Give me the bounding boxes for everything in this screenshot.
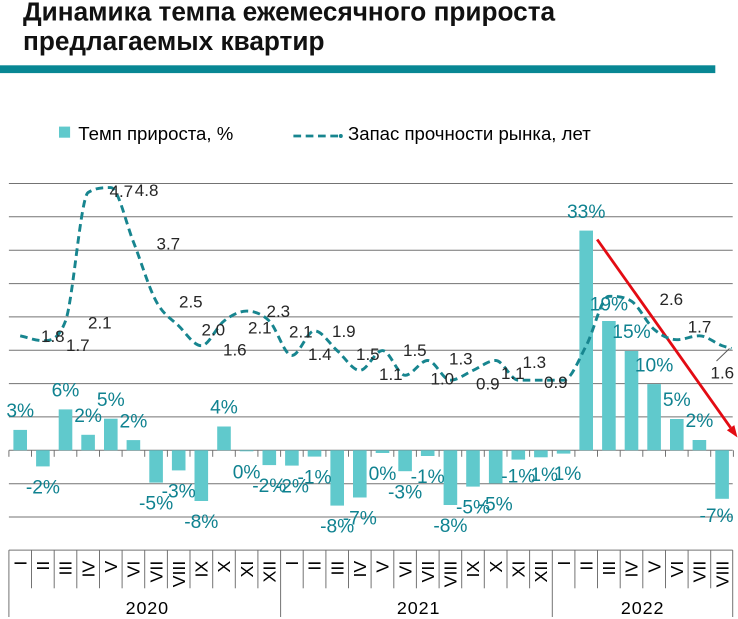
svg-text:-1%: -1% (501, 467, 535, 488)
svg-text:1.9: 1.9 (332, 322, 356, 341)
svg-text:0.9: 0.9 (544, 373, 568, 392)
svg-text:-7%: -7% (699, 506, 733, 527)
svg-text:X: X (486, 561, 506, 573)
svg-text:2.5: 2.5 (179, 293, 203, 312)
svg-text:XI: XI (509, 561, 529, 578)
svg-text:Запас прочности рынка, лет: Запас прочности рынка, лет (348, 123, 591, 144)
svg-text:2022: 2022 (621, 598, 664, 618)
svg-text:2.0: 2.0 (202, 321, 226, 340)
svg-text:I: I (554, 561, 574, 566)
svg-text:0%: 0% (233, 462, 261, 483)
svg-text:2021: 2021 (397, 598, 440, 618)
svg-text:4%: 4% (210, 398, 238, 419)
svg-text:-2%: -2% (275, 477, 309, 498)
svg-text:-1%: -1% (297, 468, 331, 489)
svg-text:IX: IX (463, 561, 483, 578)
svg-text:-8%: -8% (320, 517, 354, 538)
svg-text:II: II (305, 561, 325, 571)
svg-text:-1%: -1% (411, 467, 445, 488)
svg-text:-2%: -2% (26, 478, 60, 499)
svg-text:IV: IV (350, 561, 370, 578)
svg-text:-3%: -3% (388, 482, 422, 503)
svg-text:VI: VI (124, 561, 144, 578)
svg-text:IV: IV (78, 561, 98, 578)
svg-text:1.5: 1.5 (403, 341, 427, 360)
svg-text:1.3: 1.3 (523, 353, 547, 372)
svg-text:1.7: 1.7 (66, 336, 90, 355)
svg-text:VII: VII (418, 561, 438, 583)
svg-text:-5%: -5% (456, 498, 490, 519)
svg-text:0%: 0% (369, 464, 397, 485)
svg-text:19%: 19% (590, 295, 628, 316)
svg-text:2%: 2% (120, 411, 148, 432)
svg-text:4.8: 4.8 (135, 181, 159, 200)
svg-text:3%: 3% (6, 401, 34, 422)
svg-text:-5%: -5% (479, 495, 513, 516)
svg-text:1.6: 1.6 (711, 364, 735, 383)
svg-text:-8%: -8% (184, 512, 218, 533)
svg-text:1%: 1% (554, 464, 582, 485)
svg-text:V: V (101, 561, 121, 573)
svg-text:5%: 5% (663, 390, 691, 411)
svg-text:1.1: 1.1 (379, 365, 403, 384)
svg-text:XI: XI (237, 561, 257, 578)
svg-text:3.7: 3.7 (157, 235, 181, 254)
svg-text:X: X (214, 561, 234, 573)
svg-text:15%: 15% (612, 322, 650, 343)
svg-text:1.1: 1.1 (501, 364, 525, 383)
svg-text:0.9: 0.9 (476, 375, 500, 394)
svg-text:-8%: -8% (433, 516, 467, 537)
svg-text:1.6: 1.6 (223, 341, 247, 360)
svg-text:XII: XII (260, 561, 280, 583)
svg-text:III: III (56, 561, 76, 576)
svg-text:1.8: 1.8 (41, 327, 65, 346)
svg-text:VIII: VIII (169, 561, 189, 588)
svg-text:2.1: 2.1 (248, 319, 272, 338)
svg-text:Динамика темпа ежемесячного пр: Динамика темпа ежемесячного прироста (23, 0, 556, 26)
svg-text:II: II (33, 561, 53, 571)
svg-text:VI: VI (395, 561, 415, 578)
svg-text:II: II (576, 561, 596, 571)
svg-text:VII: VII (690, 561, 710, 583)
svg-text:4.7: 4.7 (110, 182, 134, 201)
svg-text:XII: XII (531, 561, 551, 583)
svg-text:1.0: 1.0 (431, 370, 455, 389)
svg-text:I: I (10, 561, 30, 566)
svg-text:III: III (327, 561, 347, 576)
svg-text:1.4: 1.4 (308, 345, 332, 364)
svg-text:III: III (599, 561, 619, 576)
svg-text:2.6: 2.6 (660, 290, 684, 309)
svg-text:2.3: 2.3 (267, 302, 291, 321)
svg-text:5%: 5% (97, 390, 125, 411)
svg-text:V: V (644, 561, 664, 573)
svg-text:10%: 10% (635, 355, 673, 376)
svg-text:VII: VII (146, 561, 166, 583)
svg-text:-7%: -7% (343, 509, 377, 530)
svg-text:1.5: 1.5 (356, 345, 380, 364)
svg-text:VI: VI (667, 561, 687, 578)
svg-text:предлагаемых квартир: предлагаемых квартир (23, 26, 324, 56)
svg-text:33%: 33% (567, 202, 605, 223)
svg-text:I: I (282, 561, 302, 566)
svg-text:IX: IX (192, 561, 212, 578)
svg-text:-5%: -5% (139, 494, 173, 515)
svg-text:VIII: VIII (441, 561, 461, 588)
svg-text:1.7: 1.7 (688, 318, 712, 337)
svg-text:1%: 1% (530, 465, 558, 486)
svg-text:2%: 2% (686, 411, 714, 432)
svg-text:-2%: -2% (252, 476, 286, 497)
svg-text:2.1: 2.1 (289, 323, 313, 342)
svg-text:VIII: VIII (712, 561, 732, 588)
svg-text:V: V (373, 561, 393, 573)
svg-text:2020: 2020 (126, 598, 169, 618)
svg-text:2%: 2% (74, 406, 102, 427)
svg-text:Темп прироста, %: Темп прироста, % (78, 123, 233, 144)
svg-text:-3%: -3% (162, 482, 196, 503)
svg-text:IV: IV (622, 561, 642, 578)
svg-text:1.3: 1.3 (449, 350, 473, 369)
svg-text:6%: 6% (52, 381, 80, 402)
svg-text:2.1: 2.1 (88, 314, 112, 333)
